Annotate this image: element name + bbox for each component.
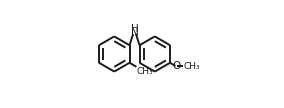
- Text: O: O: [172, 61, 180, 71]
- Text: CH₃: CH₃: [184, 62, 200, 71]
- Text: H: H: [131, 24, 139, 34]
- Text: N: N: [131, 28, 139, 38]
- Text: CH₃: CH₃: [137, 67, 153, 76]
